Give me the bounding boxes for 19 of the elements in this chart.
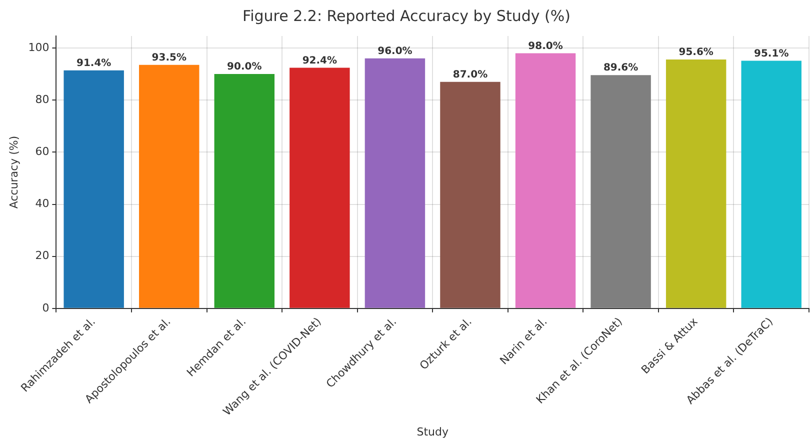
y-tick-label: 40 — [35, 197, 50, 210]
data-label: 96.0% — [378, 46, 412, 57]
y-tick-label: 100 — [28, 40, 50, 54]
data-label: 87.0% — [452, 69, 488, 80]
data-label: 95.6% — [678, 47, 714, 58]
y-tick-label: 0 — [42, 301, 50, 314]
data-label: 91.4% — [76, 58, 112, 69]
data-label: 98.0% — [528, 40, 563, 52]
data-label: 89.6% — [603, 62, 638, 74]
data-label: 93.5% — [152, 52, 186, 64]
data-label: 92.4% — [302, 55, 338, 66]
y-axis-title: Accuracy (%) — [7, 136, 20, 209]
y-tick-label: 80 — [35, 92, 50, 106]
chart-title: Figure 2.2: Reported Accuracy by Study (%) — [242, 6, 570, 25]
x-axis-title: Study — [416, 425, 449, 438]
y-tick-label: 20 — [35, 249, 50, 262]
y-tick-label: 60 — [35, 145, 50, 158]
data-label: 95.1% — [754, 48, 789, 60]
data-label: 90.0% — [227, 62, 262, 73]
